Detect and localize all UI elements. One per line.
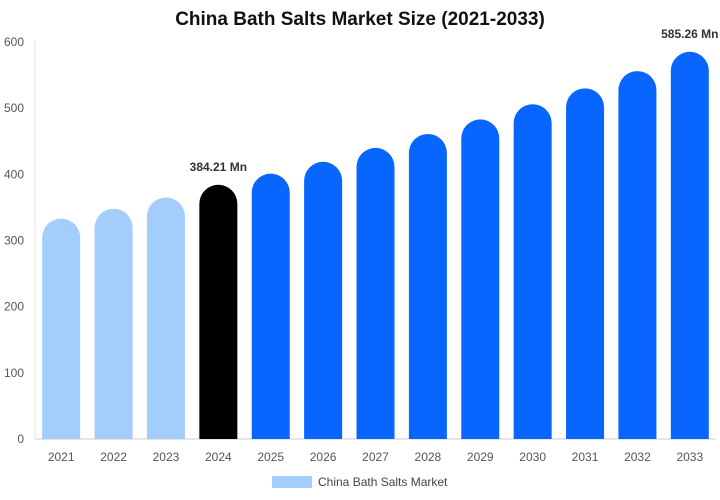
bar-2025 — [251, 173, 290, 439]
y-tick-label: 600 — [4, 35, 24, 49]
y-tick-label: 200 — [4, 300, 24, 314]
legend-swatch — [272, 476, 312, 488]
bar-2031 — [566, 88, 605, 439]
x-tick-label: 2032 — [624, 450, 651, 464]
x-axis-ticks: 2021 2022 2023 2024 2025 2026 2027 2028 2029 2030… — [48, 450, 704, 464]
bar-2030 — [513, 104, 552, 440]
x-tick-label: 2028 — [415, 450, 442, 464]
bar-2021 — [42, 218, 81, 439]
x-tick-label: 2022 — [100, 450, 127, 464]
x-tick-label: 2025 — [257, 450, 284, 464]
bar-2032 — [618, 71, 657, 439]
x-tick-label: 2026 — [310, 450, 337, 464]
legend-label: China Bath Salts Market — [318, 475, 448, 489]
data-label-2024: 384.21 Mn — [190, 160, 247, 174]
x-tick-label: 2029 — [467, 450, 494, 464]
bar-2023 — [146, 197, 185, 439]
y-tick-label: 500 — [4, 101, 24, 115]
data-labels: 384.21 Mn 585.26 Mn — [190, 27, 719, 174]
chart-title: China Bath Salts Market Size (2021-2033) — [175, 9, 545, 30]
x-tick-label: 2030 — [519, 450, 546, 464]
y-axis-ticks: 0 100 200 300 400 500 600 — [4, 35, 24, 446]
bar-2022 — [94, 208, 133, 439]
y-tick-label: 300 — [4, 234, 24, 248]
y-tick-label: 0 — [17, 432, 24, 446]
bar-2028 — [408, 133, 447, 439]
data-label-2033: 585.26 Mn — [661, 27, 718, 41]
bar-2026 — [304, 161, 343, 440]
bar-2024 — [199, 184, 238, 439]
bar-2033 — [670, 51, 709, 440]
bars — [42, 51, 709, 440]
bar-2029 — [461, 119, 500, 440]
x-tick-label: 2031 — [572, 450, 599, 464]
legend: China Bath Salts Market — [272, 475, 448, 489]
x-tick-label: 2033 — [676, 450, 703, 464]
y-tick-label: 100 — [4, 366, 24, 380]
x-tick-label: 2024 — [205, 450, 232, 464]
bar-2027 — [356, 147, 395, 439]
x-tick-label: 2021 — [48, 450, 75, 464]
x-tick-label: 2027 — [362, 450, 389, 464]
x-tick-label: 2023 — [153, 450, 180, 464]
y-tick-label: 400 — [4, 167, 24, 181]
